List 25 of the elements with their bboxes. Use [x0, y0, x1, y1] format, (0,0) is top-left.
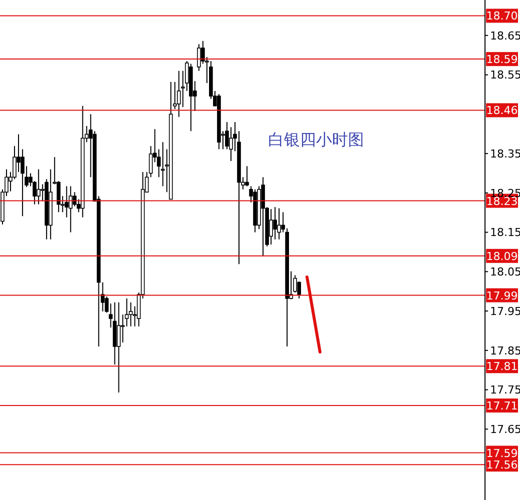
candlestick [261, 176, 265, 257]
ref-line-label: 17.71 [486, 400, 518, 413]
candlestick [116, 302, 121, 394]
candlestick [68, 186, 73, 233]
text: 白银四小时图 [268, 130, 364, 151]
candlestick [36, 168, 40, 205]
candlestick [124, 298, 129, 327]
candlestick [245, 166, 249, 187]
candlestick [148, 146, 153, 178]
candlestick [64, 186, 69, 218]
ref-line-label: 18.70 [486, 10, 518, 23]
ref-line-label: 18.46 [486, 104, 518, 118]
ref-line-label: 17.81 [486, 360, 518, 374]
candlestick [120, 314, 125, 344]
ref-line-label: 17.99 [486, 289, 518, 302]
ref-line-label: 18.09 [486, 250, 518, 263]
candlestick [273, 206, 277, 240]
ref-line-label: 18.59 [486, 53, 518, 66]
candlestick [269, 208, 273, 245]
ref-line-label: 17.59 [486, 446, 518, 460]
candlestick [277, 208, 281, 240]
candlestick [197, 44, 201, 72]
ref-line-label: 17.56 [486, 458, 518, 472]
candlestick [128, 302, 133, 327]
candlestick [176, 70, 181, 118]
